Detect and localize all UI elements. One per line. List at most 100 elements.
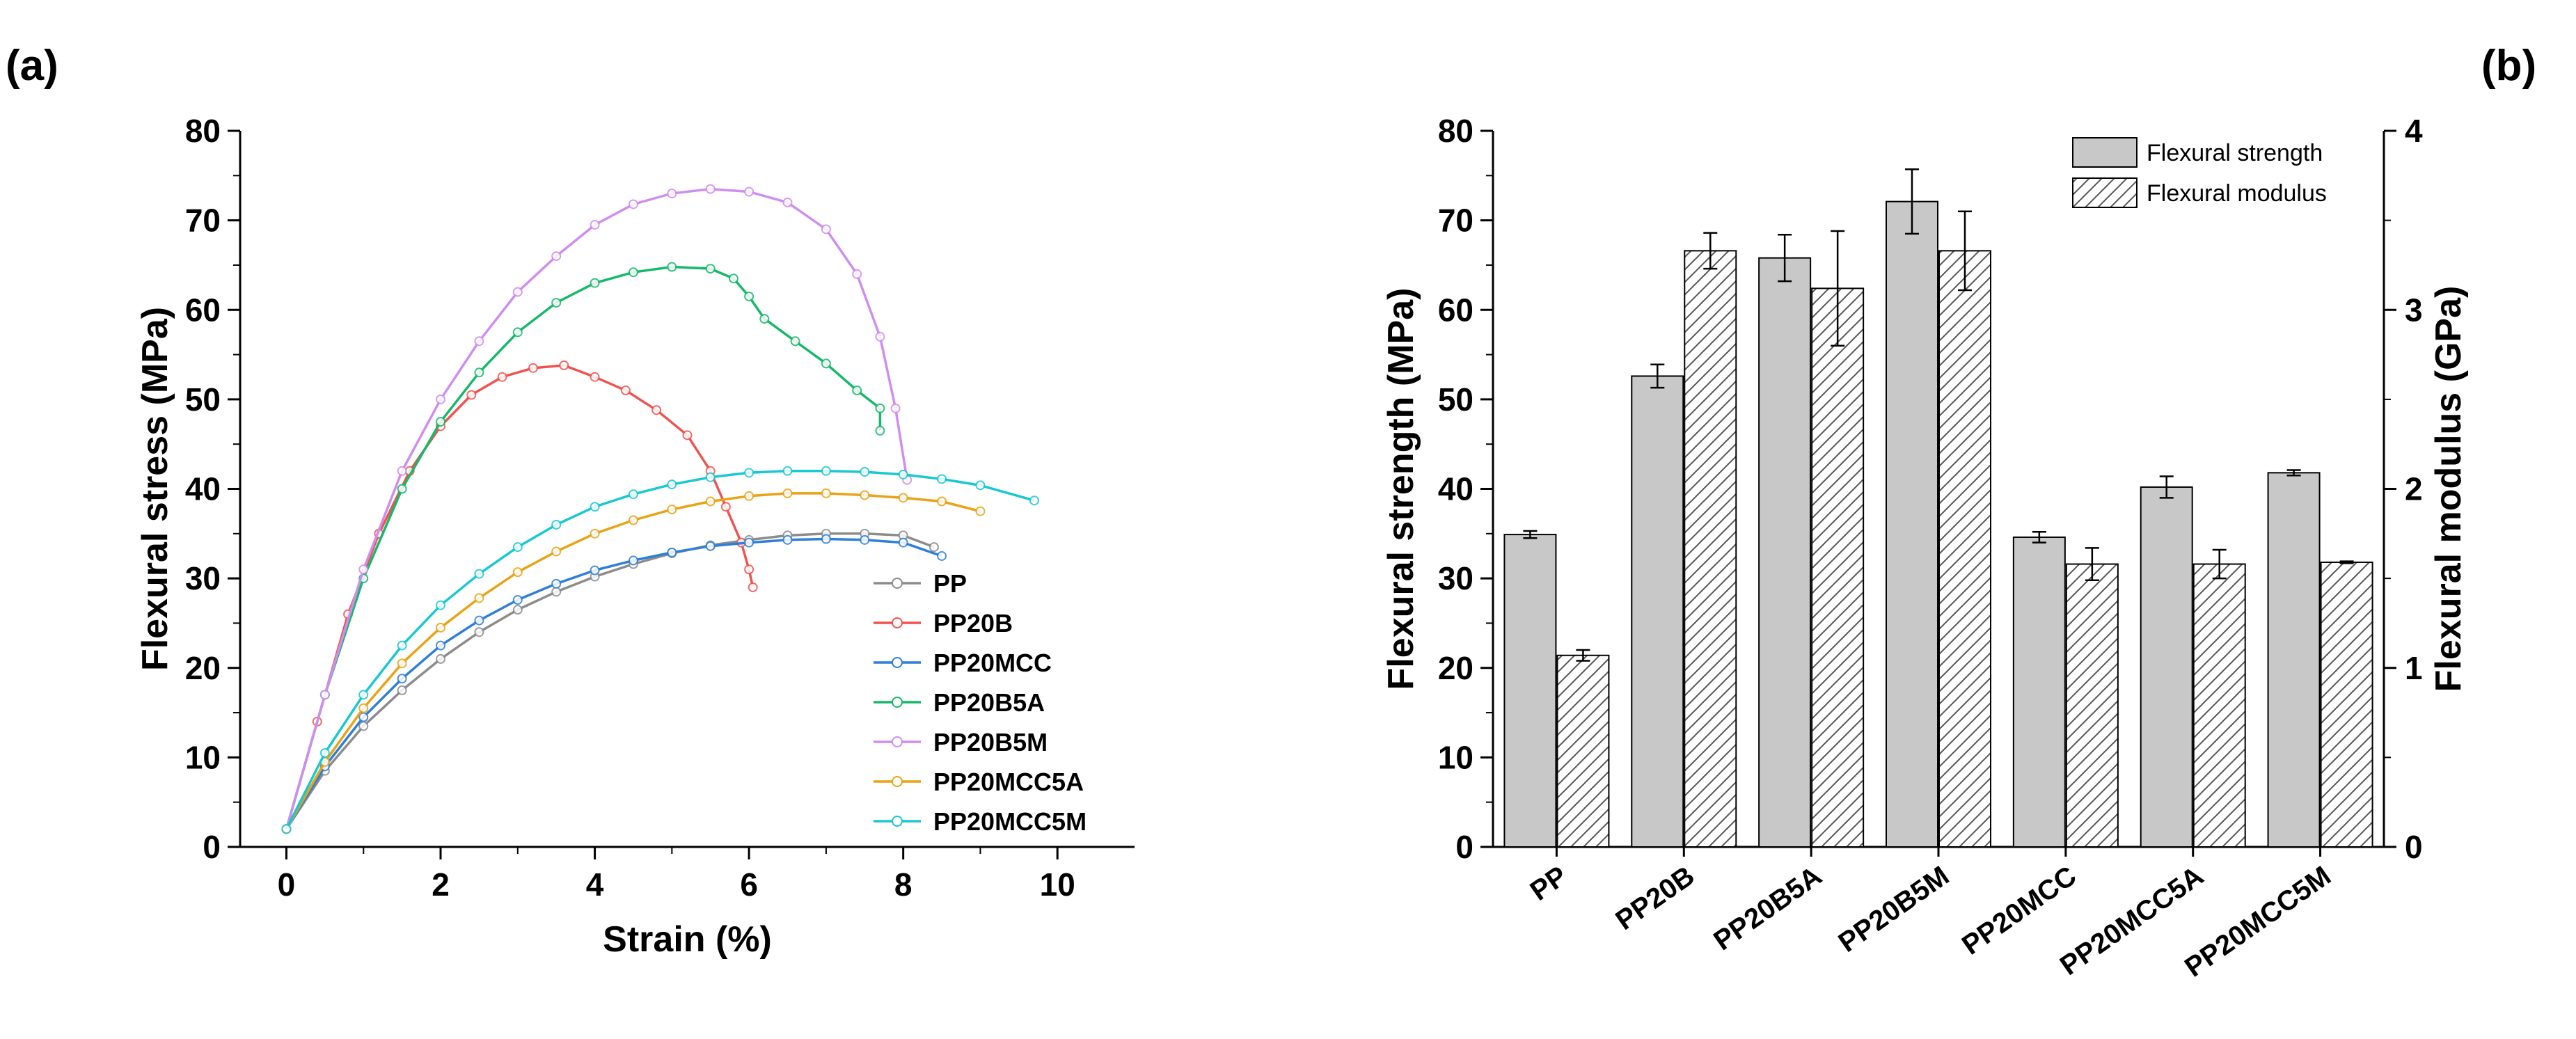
series-line-pp20mcc — [285, 537, 942, 830]
data-point — [705, 472, 716, 482]
data-point — [1029, 495, 1039, 506]
chart-b-right-tick-label: 4 — [2405, 113, 2423, 149]
data-point — [898, 537, 908, 548]
legend-swatch — [2072, 137, 2138, 168]
legend-swatch-marker — [892, 816, 903, 827]
chart-a-y-tick-label: 50 — [185, 381, 221, 418]
data-point — [436, 640, 446, 651]
legend-item-flexural-strength: Flexural strength — [2072, 137, 2323, 168]
bar-flexural-strength — [1631, 375, 1684, 848]
data-point — [821, 224, 831, 235]
legend-label: Flexural modulus — [2147, 180, 2327, 207]
series-line-pp — [285, 532, 935, 830]
data-point — [628, 267, 638, 278]
data-point — [744, 564, 754, 575]
data-point — [436, 600, 446, 610]
chart-b-left-tick-label: 50 — [1438, 381, 1473, 418]
data-point — [512, 567, 523, 578]
data-point — [474, 615, 484, 626]
legend-swatch-marker — [892, 776, 903, 787]
chart-a-x-tick-label: 2 — [432, 866, 450, 903]
chart-a-y-tick-label: 80 — [185, 113, 221, 149]
data-point — [436, 394, 446, 404]
bar-flexural-modulus — [2192, 563, 2246, 848]
data-point — [397, 658, 407, 669]
legend-item-pp20b5a: PP20B5A — [874, 688, 1045, 717]
data-point — [436, 417, 446, 427]
data-point — [744, 291, 754, 301]
data-point — [782, 488, 793, 498]
data-point — [782, 466, 793, 476]
data-point — [929, 542, 939, 553]
chart-b-axes: 0 10 20 30 40 50 60 70 80 0 1 2 3 4 — [1438, 113, 2423, 865]
data-point — [512, 287, 523, 297]
chart-b-left-tick-label: 70 — [1438, 203, 1473, 239]
data-point — [667, 505, 677, 515]
data-point — [551, 546, 562, 557]
data-point — [821, 488, 831, 498]
chart-a-x-tick-label: 10 — [1040, 866, 1075, 903]
bar-flexural-modulus — [1684, 250, 1737, 848]
series-line-pp20mcc5m — [285, 470, 1035, 830]
bar-flexural-modulus — [1811, 287, 1865, 848]
chart-a-y-tick-label: 40 — [185, 471, 221, 507]
chart-b-legend: Flexural strength Flexural modulus — [2072, 137, 2327, 208]
data-point — [744, 537, 754, 548]
legend-item-pp20mcc5a: PP20MCC5A — [874, 768, 1084, 796]
chart-b-left-tick-label: 60 — [1438, 292, 1473, 328]
bar-group-pp: PP — [1503, 530, 1610, 907]
data-point — [875, 425, 885, 436]
data-point — [590, 220, 600, 230]
data-point — [821, 358, 831, 369]
data-point — [628, 489, 638, 500]
data-point — [628, 199, 638, 209]
chart-b-bars: PP PP20B PP20B5A PP20B5M PP20MCCPP20MCC5APP2… — [1503, 168, 2373, 983]
chart-a-x-tick-label: 4 — [586, 866, 604, 903]
data-point — [667, 547, 677, 557]
legend-swatch-marker — [892, 697, 903, 708]
bar-group-pp20b: PP20B — [1610, 232, 1737, 936]
data-point — [590, 372, 600, 382]
chart-a-x-tick-label: 0 — [278, 866, 296, 903]
chart-b-right-tick-label: 2 — [2405, 471, 2423, 507]
data-point — [975, 480, 986, 491]
data-point — [720, 502, 731, 512]
data-point — [319, 690, 330, 700]
data-point — [821, 466, 831, 476]
chart-a-x-tick-label: 8 — [894, 866, 912, 903]
bar-flexural-modulus — [2065, 563, 2119, 848]
data-point — [474, 336, 484, 347]
chart-b-left-tick-label: 0 — [1455, 829, 1473, 865]
series-pp20mcc5m — [281, 466, 1039, 834]
data-point — [628, 555, 638, 566]
data-point — [551, 251, 562, 262]
category-label-pp20b5m: PP20B5M — [1833, 860, 1955, 958]
data-point — [281, 824, 292, 834]
chart-a-axes: 0 10 20 30 40 50 60 70 80 0 2 4 6 8 10 — [185, 113, 1135, 903]
data-point — [628, 515, 638, 525]
data-point — [728, 273, 738, 284]
data-point — [937, 496, 947, 507]
data-point — [860, 467, 870, 477]
chart-b-left-tick-label: 30 — [1438, 560, 1473, 596]
data-point — [590, 528, 600, 539]
data-point — [512, 542, 523, 553]
data-point — [705, 264, 716, 274]
data-point — [667, 479, 677, 490]
data-point — [358, 703, 369, 713]
data-point — [512, 327, 523, 338]
data-point — [890, 403, 901, 413]
data-point — [937, 550, 947, 561]
data-point — [551, 587, 562, 597]
data-point — [358, 721, 369, 731]
data-point — [397, 685, 407, 695]
category-label-pp20b: PP20B — [1610, 860, 1700, 936]
data-point — [875, 331, 885, 342]
data-point — [744, 187, 754, 197]
data-point — [744, 491, 754, 501]
data-point — [860, 534, 870, 545]
data-point — [898, 493, 908, 503]
legend-item-pp20mcc5m: PP20MCC5M — [874, 807, 1086, 836]
chart-a-x-tick-label: 6 — [740, 866, 758, 903]
